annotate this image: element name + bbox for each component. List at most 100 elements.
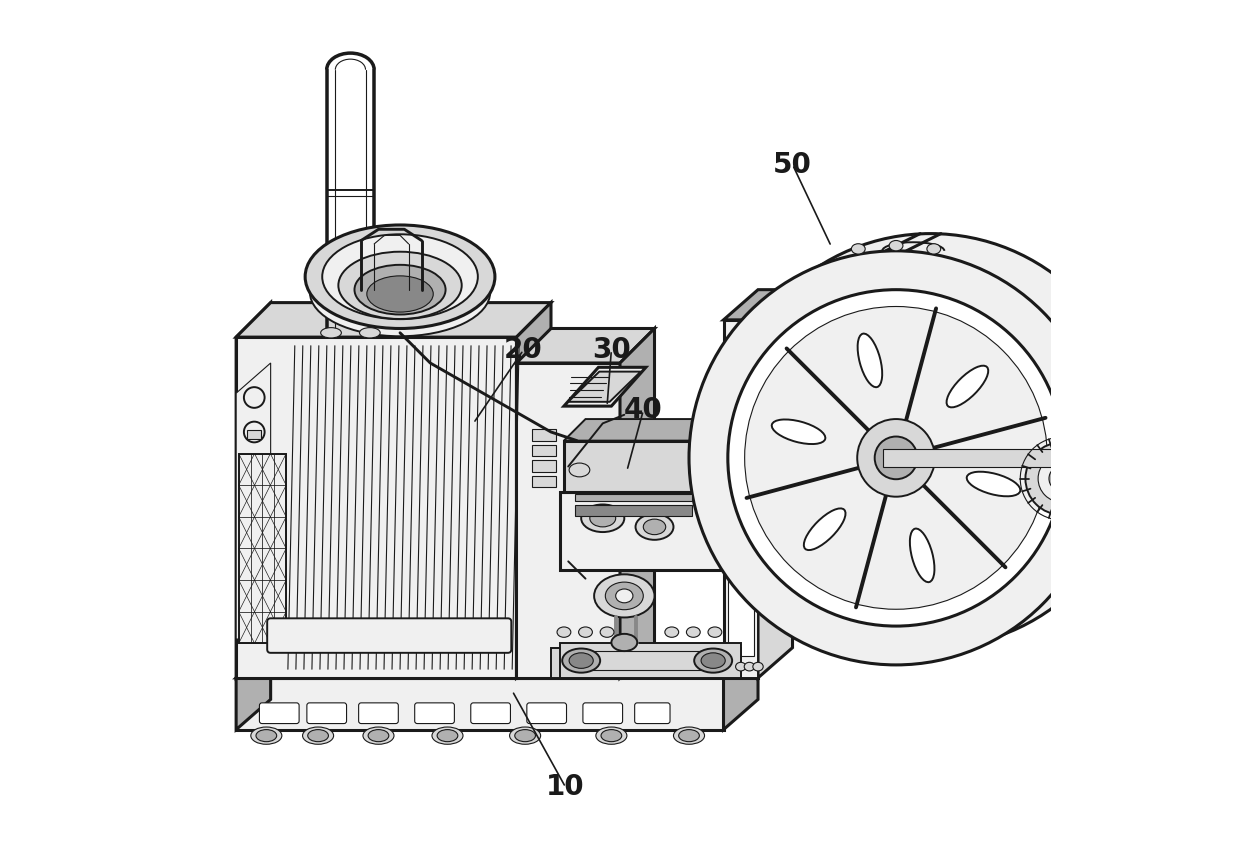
Ellipse shape — [665, 627, 678, 638]
Ellipse shape — [735, 663, 746, 671]
Ellipse shape — [605, 582, 644, 610]
Ellipse shape — [569, 463, 590, 477]
Ellipse shape — [839, 492, 879, 531]
Bar — [532, 476, 557, 487]
Circle shape — [857, 419, 935, 497]
FancyBboxPatch shape — [635, 702, 670, 723]
Polygon shape — [723, 648, 758, 729]
Ellipse shape — [771, 419, 826, 444]
Text: 20: 20 — [503, 336, 543, 364]
Ellipse shape — [945, 513, 968, 563]
Ellipse shape — [804, 508, 846, 550]
Ellipse shape — [557, 627, 570, 638]
Ellipse shape — [600, 627, 614, 638]
Circle shape — [745, 307, 1048, 609]
Ellipse shape — [673, 727, 704, 744]
Ellipse shape — [579, 627, 593, 638]
Polygon shape — [517, 302, 551, 678]
Polygon shape — [236, 678, 723, 729]
Text: 50: 50 — [773, 150, 812, 179]
Polygon shape — [723, 320, 758, 678]
FancyBboxPatch shape — [414, 702, 454, 723]
Circle shape — [892, 402, 970, 480]
Polygon shape — [568, 372, 641, 402]
Ellipse shape — [322, 234, 477, 319]
FancyBboxPatch shape — [471, 702, 511, 723]
Ellipse shape — [889, 240, 903, 251]
Ellipse shape — [305, 225, 495, 328]
Ellipse shape — [368, 729, 389, 741]
Polygon shape — [551, 648, 740, 678]
Ellipse shape — [601, 729, 621, 741]
Ellipse shape — [858, 334, 882, 387]
Ellipse shape — [687, 627, 701, 638]
Ellipse shape — [893, 318, 916, 368]
Polygon shape — [559, 492, 723, 570]
Bar — [532, 461, 557, 472]
Ellipse shape — [339, 251, 461, 319]
Circle shape — [874, 436, 918, 480]
Ellipse shape — [308, 729, 329, 741]
FancyBboxPatch shape — [358, 702, 398, 723]
Bar — [247, 430, 262, 439]
Ellipse shape — [644, 519, 666, 535]
Circle shape — [723, 233, 1137, 648]
Ellipse shape — [967, 472, 1021, 496]
FancyBboxPatch shape — [259, 702, 299, 723]
Ellipse shape — [982, 350, 1022, 389]
FancyBboxPatch shape — [583, 702, 622, 723]
Ellipse shape — [510, 727, 541, 744]
Polygon shape — [236, 302, 551, 337]
Ellipse shape — [701, 653, 725, 669]
Bar — [582, 651, 715, 670]
Ellipse shape — [694, 649, 732, 673]
Bar — [883, 449, 1097, 467]
Ellipse shape — [596, 727, 627, 744]
Ellipse shape — [1003, 454, 1053, 479]
FancyBboxPatch shape — [267, 619, 511, 653]
Circle shape — [689, 251, 1104, 665]
FancyBboxPatch shape — [306, 702, 346, 723]
Circle shape — [728, 289, 1064, 626]
Text: 30: 30 — [591, 336, 631, 364]
Ellipse shape — [321, 327, 341, 338]
FancyBboxPatch shape — [527, 702, 567, 723]
Ellipse shape — [616, 589, 632, 603]
Polygon shape — [236, 648, 758, 678]
Ellipse shape — [678, 729, 699, 741]
Ellipse shape — [310, 248, 490, 336]
Polygon shape — [236, 337, 517, 678]
Polygon shape — [517, 328, 655, 363]
Circle shape — [1025, 442, 1097, 515]
Ellipse shape — [946, 365, 988, 407]
Ellipse shape — [515, 729, 536, 741]
Polygon shape — [236, 363, 270, 639]
Bar — [532, 445, 557, 456]
Ellipse shape — [582, 505, 624, 532]
Polygon shape — [740, 501, 758, 678]
Ellipse shape — [244, 422, 264, 442]
Polygon shape — [236, 648, 270, 729]
Ellipse shape — [594, 575, 655, 618]
Bar — [239, 454, 286, 644]
Ellipse shape — [303, 727, 334, 744]
Bar — [575, 505, 692, 516]
Circle shape — [1038, 455, 1085, 502]
Text: 40: 40 — [624, 397, 662, 424]
Circle shape — [909, 419, 952, 462]
Ellipse shape — [753, 663, 763, 671]
Ellipse shape — [250, 727, 281, 744]
Ellipse shape — [808, 403, 858, 427]
Ellipse shape — [744, 663, 755, 671]
Ellipse shape — [355, 265, 445, 314]
Text: 10: 10 — [547, 773, 585, 802]
Bar — [728, 423, 754, 527]
Ellipse shape — [636, 514, 673, 540]
Ellipse shape — [611, 634, 637, 651]
Polygon shape — [517, 363, 620, 678]
Circle shape — [763, 272, 1099, 609]
Ellipse shape — [438, 729, 458, 741]
Bar — [728, 553, 754, 657]
Ellipse shape — [590, 510, 616, 527]
Ellipse shape — [910, 529, 935, 582]
